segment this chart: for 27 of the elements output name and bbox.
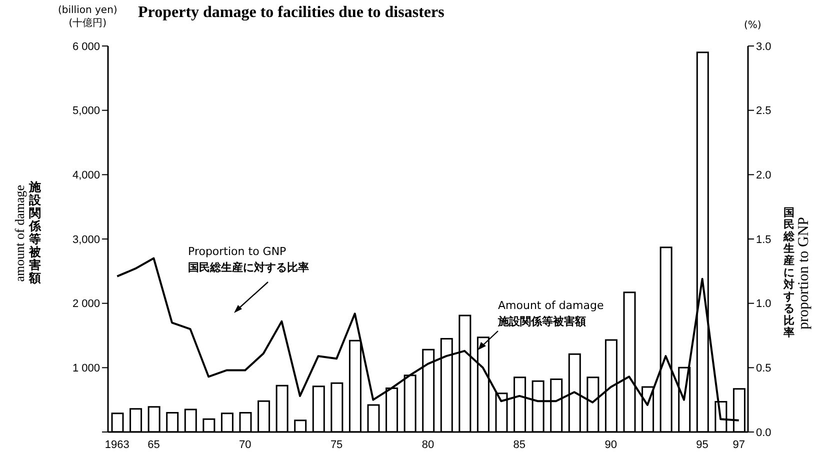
- x-tick-label: 1963: [104, 438, 130, 451]
- y2-tick-label: 3.0: [756, 40, 772, 53]
- y-tick-label: 3,000: [72, 234, 100, 246]
- y-tick-label: 6 000: [72, 40, 100, 53]
- text: (billion yen) (十億円): [58, 4, 118, 30]
- y2-tick-label: 1.5: [756, 234, 772, 246]
- text: Proportion to GNP 国民総生産に対する比率: [188, 244, 309, 276]
- y2-tick-label: 0.0: [756, 426, 772, 439]
- y-tick-label: 1 000: [72, 362, 100, 375]
- y2-tick-label: 1.0: [756, 298, 772, 310]
- y-tick-label: 5,000: [72, 105, 100, 118]
- x-tick-label: 85: [513, 438, 526, 451]
- series-label: Amount of damage 施設関係等被害額: [498, 298, 604, 330]
- y-tick-label: 4,000: [72, 170, 100, 182]
- x-tick-label: 97: [732, 438, 745, 451]
- y2-tick-label: 0.5: [756, 362, 772, 375]
- chart-title: Property damage to facilities due to disasters: [138, 4, 444, 22]
- x-tick-label: 95: [696, 438, 708, 451]
- y2-tick-label: 2.0: [756, 170, 772, 182]
- x-tick-label: 75: [330, 438, 343, 451]
- x-tick-label: 90: [604, 438, 617, 451]
- text: (%): [744, 20, 762, 31]
- x-tick-label: 65: [148, 438, 160, 451]
- y2-tick-label: 2.5: [756, 105, 772, 118]
- x-tick-label: 70: [239, 438, 252, 451]
- x-tick-label: 80: [422, 438, 434, 451]
- y-tick-label: 2 000: [72, 298, 100, 310]
